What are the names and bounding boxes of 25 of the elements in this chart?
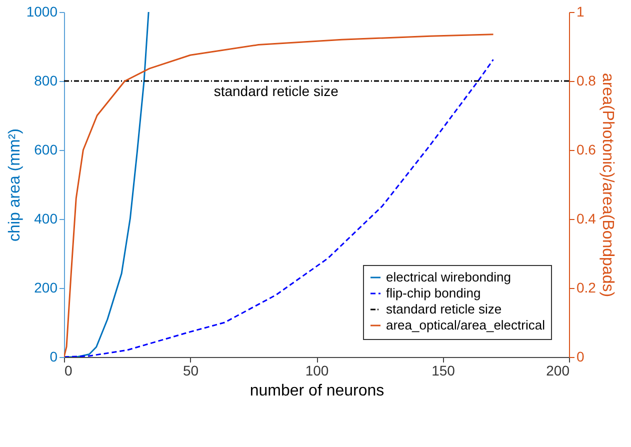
- y2-tick-label: 0.6: [576, 142, 596, 158]
- x-tick-label: 50: [182, 362, 199, 378]
- y-axis-title: chip area (mm²): [6, 128, 24, 242]
- y-tick-label: 0: [50, 348, 58, 364]
- y-tick-label: 600: [34, 142, 58, 158]
- y-tick-label: 800: [34, 72, 58, 88]
- text: standard reticle size: [386, 302, 502, 316]
- x-tick-label: 0: [64, 362, 72, 378]
- y-tick-label: 1000: [26, 4, 58, 20]
- y2-tick-label: 0: [576, 348, 584, 364]
- legend-label: flip-chip bonding: [386, 286, 481, 300]
- y2-tick-label: 0.8: [576, 72, 596, 88]
- y2-axis-title: area(Photonic)/area(Bondpads): [598, 72, 616, 298]
- legend-label: electrical wirebonding: [386, 270, 512, 284]
- ref-line-label: standard reticle size: [214, 83, 339, 99]
- legend-label: area_optical/area_electrical: [386, 318, 546, 332]
- y2-tick-label: 1: [576, 4, 584, 20]
- y-tick-label: 200: [34, 280, 58, 296]
- x-tick-label: 150: [432, 362, 456, 378]
- y-tick-label: 400: [34, 210, 58, 226]
- x-tick-label: 100: [305, 362, 329, 378]
- y2-tick-label: 0.4: [576, 210, 596, 226]
- x-tick-label: 200: [546, 362, 570, 378]
- y2-tick-label: 0.2: [576, 280, 596, 296]
- x-axis-title: number of neurons: [250, 382, 384, 400]
